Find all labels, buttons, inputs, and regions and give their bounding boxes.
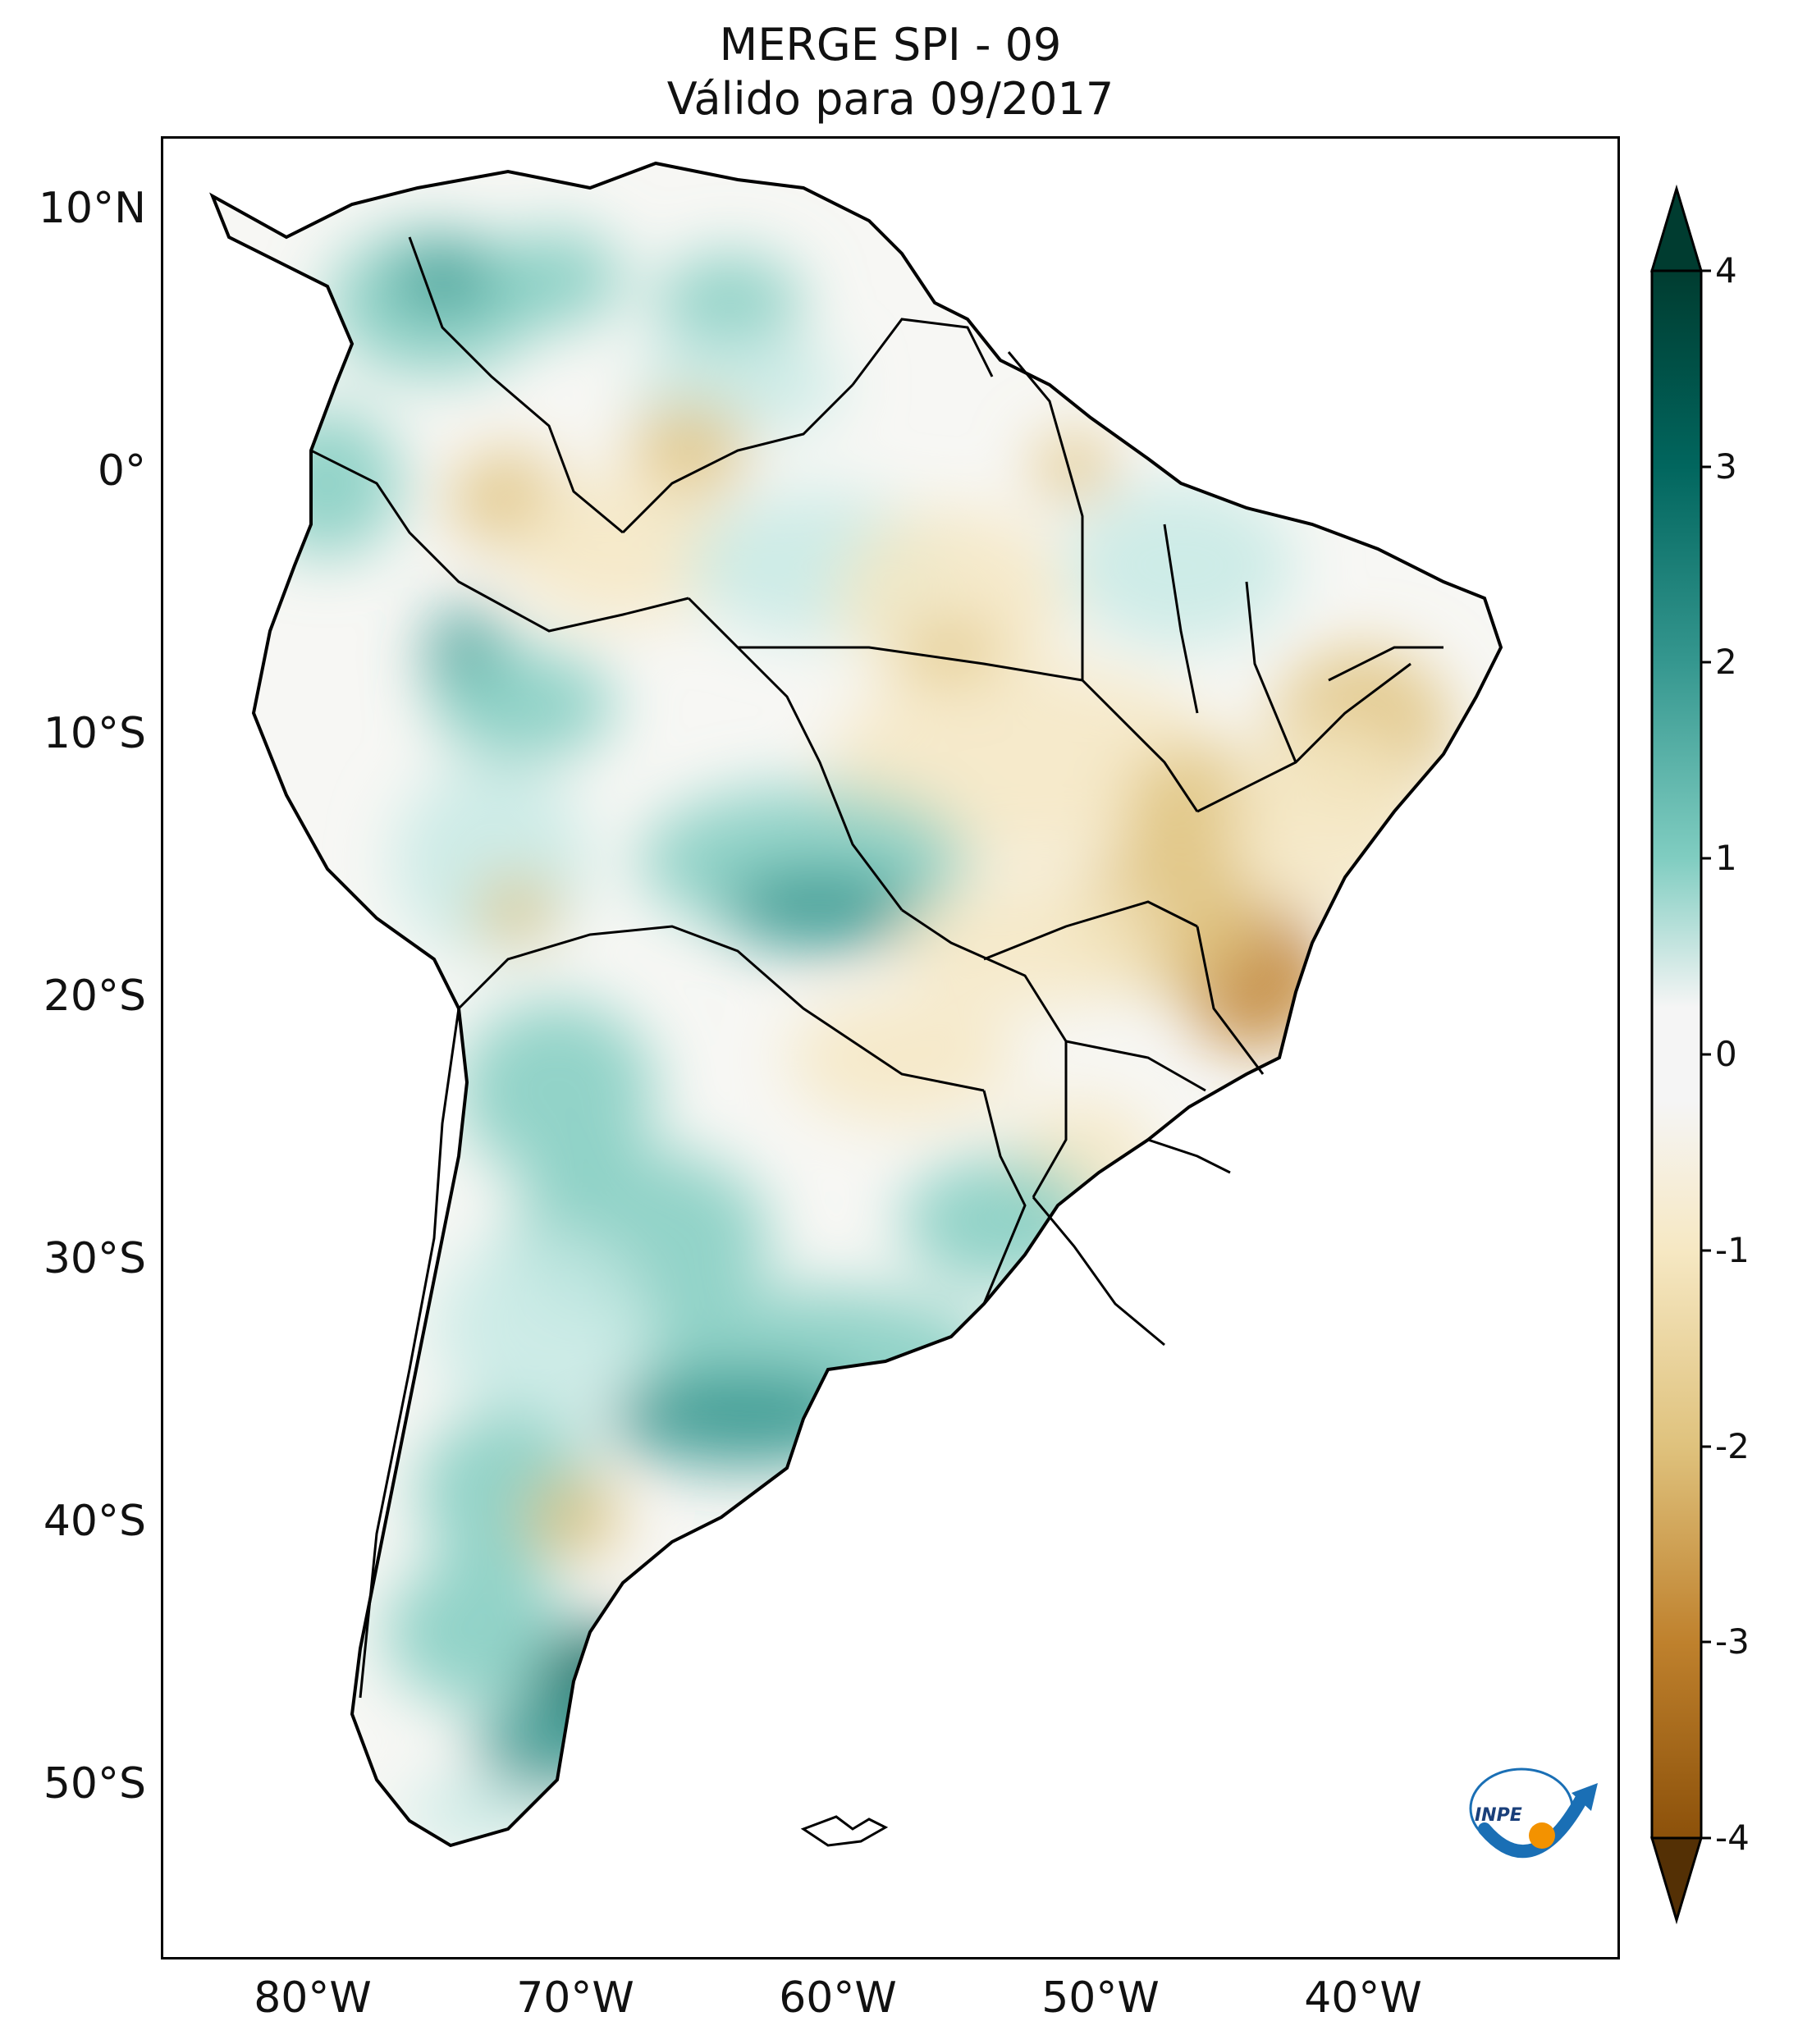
map-frame: INPE xyxy=(161,136,1620,1959)
lon-label-60w: 60°W xyxy=(779,1973,897,2023)
lat-label-10n: 10°N xyxy=(38,184,146,233)
lon-label-40w: 40°W xyxy=(1304,1973,1422,2023)
colorbar-tick-4: 4 xyxy=(1715,250,1737,290)
colorbar-tick-minus-4: -4 xyxy=(1715,1818,1750,1858)
colorbar-top-arrow xyxy=(1649,184,1704,272)
colorbar-tick-minus-3: -3 xyxy=(1715,1621,1750,1662)
colorbar-tick-minus-2: -2 xyxy=(1715,1426,1750,1466)
lat-label-10s: 10°S xyxy=(43,709,146,758)
lat-label-20s: 20°S xyxy=(43,972,146,1021)
map-subtitle: Válido para 09/2017 xyxy=(666,73,1114,125)
lat-label-50s: 50°S xyxy=(43,1759,146,1809)
colorbar-tick-minus-1: -1 xyxy=(1715,1230,1750,1270)
lat-label-30s: 30°S xyxy=(43,1234,146,1283)
colorbar-tick-2: 2 xyxy=(1715,642,1737,682)
lon-label-80w: 80°W xyxy=(254,1973,372,2023)
lat-label-0: 0° xyxy=(97,446,146,496)
colorbar-tick-0: 0 xyxy=(1715,1034,1737,1074)
colorbar-bottom-arrow xyxy=(1649,1836,1704,1925)
falkland-islands xyxy=(800,1815,889,1847)
inpe-logo: INPE xyxy=(1469,1767,1598,1859)
lat-label-40s: 40°S xyxy=(43,1497,146,1546)
south-america-map: INPE xyxy=(211,162,1598,1859)
colorbar-body xyxy=(1650,269,1703,1840)
map-title: MERGE SPI - 09 xyxy=(719,19,1062,71)
inpe-logo-text: INPE xyxy=(1475,1805,1522,1826)
lon-label-50w: 50°W xyxy=(1041,1973,1160,2023)
colorbar-tick-1: 1 xyxy=(1715,838,1737,878)
colorbar-tick-3: 3 xyxy=(1715,446,1737,487)
borders xyxy=(310,236,1443,1699)
lon-label-70w: 70°W xyxy=(516,1973,634,2023)
